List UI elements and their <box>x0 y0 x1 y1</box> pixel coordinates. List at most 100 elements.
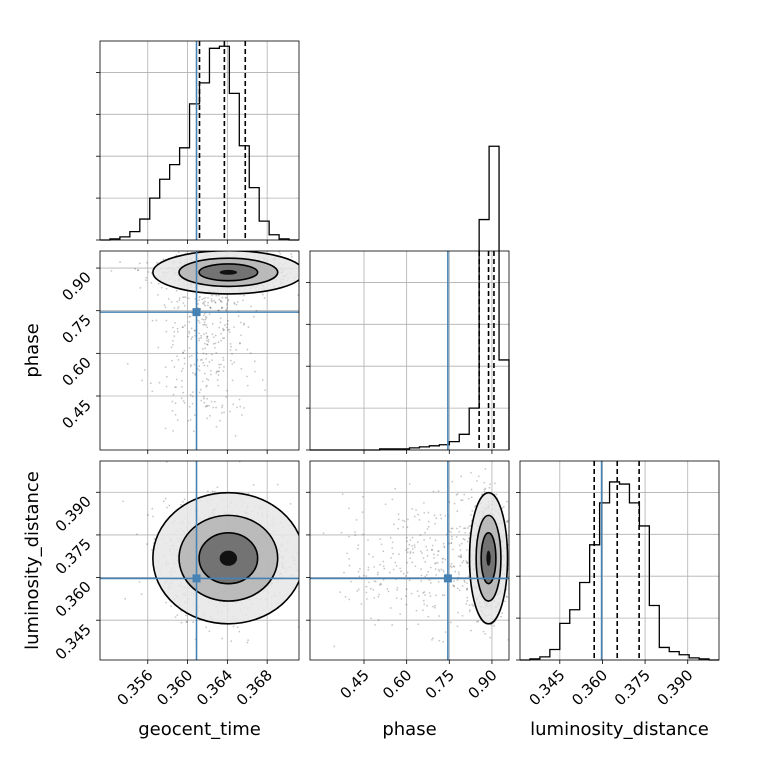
sample-point <box>433 514 436 517</box>
sample-point <box>454 570 457 573</box>
sample-point <box>223 337 226 339</box>
sample-point <box>253 360 256 363</box>
sample-point <box>415 609 418 612</box>
sample-point <box>224 296 227 299</box>
sample-point <box>340 531 343 534</box>
contour-line <box>198 263 259 282</box>
sample-point <box>413 515 416 518</box>
sample-point <box>467 575 470 578</box>
sample-point <box>158 381 161 384</box>
sample-point <box>204 300 207 303</box>
sample-point <box>224 324 226 327</box>
sample-point <box>482 630 485 633</box>
sample-point <box>183 362 186 365</box>
sample-point <box>208 404 210 407</box>
sample-point <box>157 346 160 349</box>
sample-point <box>366 597 368 600</box>
sample-point <box>202 333 205 336</box>
sample-point <box>220 301 223 303</box>
sample-point <box>162 258 165 261</box>
sample-point <box>416 590 419 592</box>
sample-point <box>211 333 214 336</box>
sample-point <box>419 534 422 537</box>
sample-point <box>502 505 505 508</box>
sample-point <box>302 562 304 564</box>
scatter-phase-vs-geocent_time: 0.450.600.750.90 <box>58 247 300 454</box>
sample-point <box>182 400 185 402</box>
sample-point <box>471 510 474 512</box>
sample-point <box>252 315 255 318</box>
sample-point <box>461 561 464 564</box>
sample-point <box>229 410 231 413</box>
sample-point <box>185 614 187 617</box>
sample-point <box>346 552 349 555</box>
sample-point <box>209 369 212 372</box>
sample-point <box>205 353 208 355</box>
sample-point <box>415 509 417 511</box>
sample-point <box>170 346 173 349</box>
sample-point <box>171 409 174 412</box>
sample-point <box>215 247 217 249</box>
sample-point <box>196 368 199 371</box>
sample-point <box>469 514 472 516</box>
sample-point <box>468 532 471 534</box>
sample-point <box>202 361 205 364</box>
sample-point <box>459 556 462 559</box>
sample-point <box>171 339 174 342</box>
sample-point <box>436 561 439 564</box>
sample-point <box>373 565 376 568</box>
sample-point <box>467 527 469 529</box>
sample-point <box>191 391 194 394</box>
truth-marker <box>192 574 201 583</box>
sample-point <box>207 301 210 304</box>
sample-point <box>405 536 408 539</box>
sample-point <box>176 355 178 358</box>
sample-point <box>219 300 222 303</box>
sample-point <box>246 384 249 387</box>
sample-point <box>507 519 509 522</box>
sample-point <box>156 261 158 264</box>
sample-point <box>468 610 471 613</box>
sample-point <box>176 330 179 333</box>
panel-frame <box>309 250 510 451</box>
sample-point <box>301 551 303 553</box>
sample-point <box>489 483 491 486</box>
sample-point <box>219 299 222 302</box>
sample-point <box>418 595 420 597</box>
sample-point <box>206 335 209 338</box>
sample-point <box>383 567 386 570</box>
histogram-phase <box>306 145 510 454</box>
sample-point <box>233 326 235 329</box>
sample-point <box>182 351 184 354</box>
sample-point <box>424 561 427 563</box>
sample-point <box>217 341 220 344</box>
y-tick-label: 0.390 <box>52 492 95 535</box>
sample-point <box>362 495 364 498</box>
sample-point <box>183 304 186 307</box>
sample-point <box>411 544 413 547</box>
sample-point <box>361 511 364 514</box>
sample-point <box>431 544 434 547</box>
sample-point <box>460 499 462 502</box>
sample-point <box>426 555 429 557</box>
sample-point <box>253 370 256 373</box>
sample-point <box>443 545 446 548</box>
y-axis-title-phase: phase <box>22 323 43 377</box>
x-tick-label: 0.390 <box>653 666 696 709</box>
scatter-luminosity_distance-vs-phase: 0.45 0.60 0.75 0.90 <box>306 460 510 702</box>
sample-point <box>458 589 461 592</box>
sample-point <box>206 384 208 387</box>
sample-point <box>367 553 370 556</box>
sample-point <box>218 366 221 369</box>
sample-point <box>239 342 241 344</box>
sample-point <box>137 269 140 272</box>
sample-point <box>441 594 444 597</box>
sample-point <box>221 406 223 409</box>
sample-point <box>465 549 468 551</box>
sample-point <box>203 312 206 315</box>
sample-point <box>414 565 417 568</box>
sample-point <box>378 593 381 596</box>
sample-point <box>173 330 176 333</box>
sample-point <box>177 358 180 361</box>
sample-point <box>348 507 350 510</box>
